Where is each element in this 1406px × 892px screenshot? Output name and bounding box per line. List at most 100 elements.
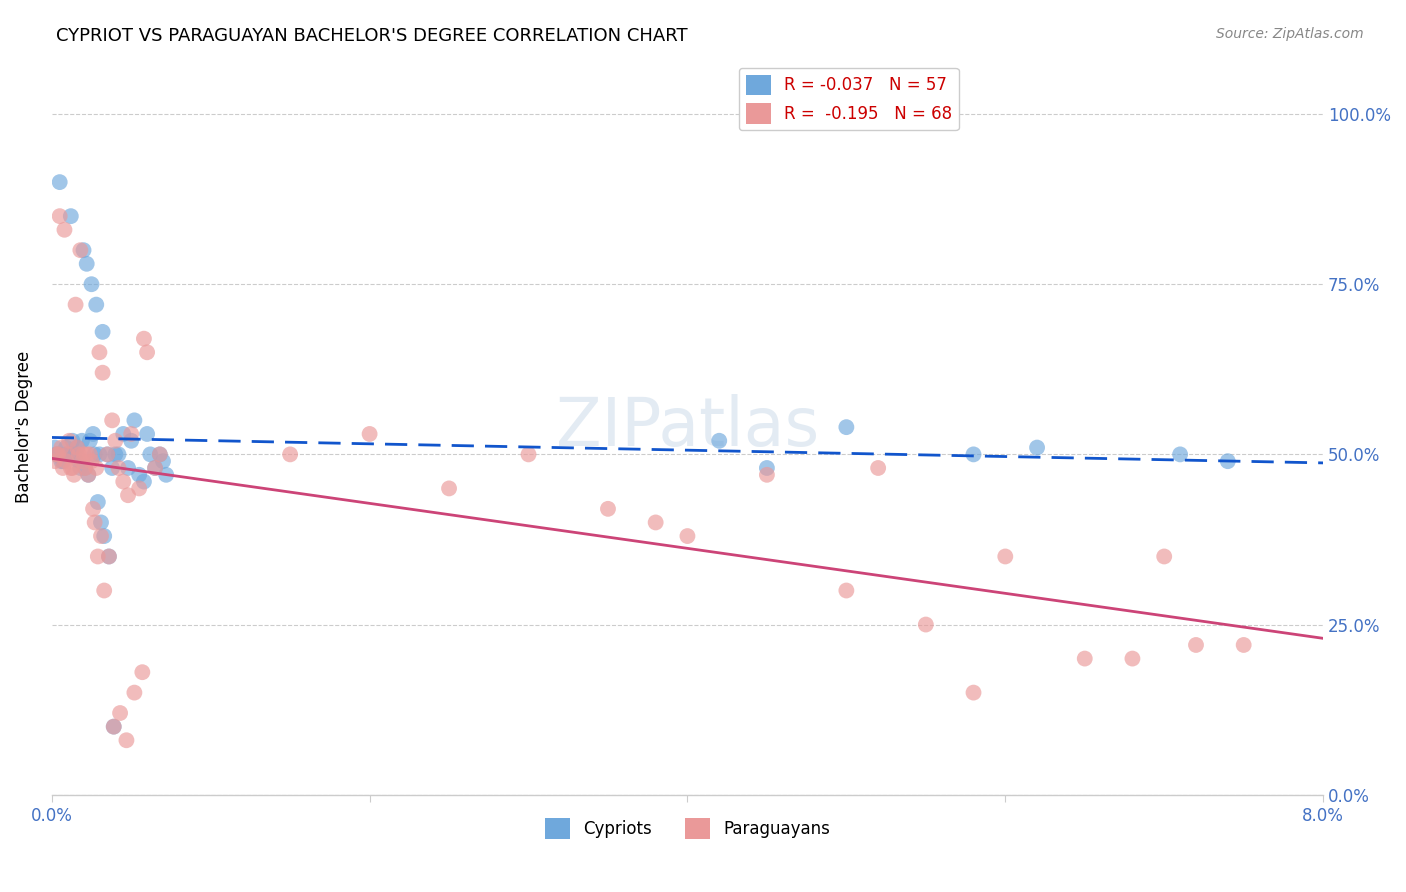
Paraguayans (128, 482, 150, 496)
Paraguayans (46, 447, 69, 461)
Paraguayans (112, 475, 135, 489)
Paraguayans (1074, 651, 1097, 665)
Paraguayans (1121, 651, 1143, 665)
Paraguayans (79, 447, 101, 461)
Cypriots (152, 454, 174, 468)
Paraguayans (82, 501, 104, 516)
Cypriots (755, 461, 778, 475)
Cypriots (139, 447, 162, 461)
Paraguayans (835, 583, 858, 598)
Paraguayans (76, 447, 98, 461)
Paraguayans (107, 461, 129, 475)
Cypriots (65, 447, 87, 461)
Cypriots (91, 325, 114, 339)
Cypriots (70, 434, 93, 448)
Cypriots (75, 461, 97, 475)
Cypriots (84, 298, 107, 312)
Paraguayans (55, 454, 77, 468)
Paraguayans (83, 516, 105, 530)
Paraguayans (149, 447, 172, 461)
Paraguayans (437, 482, 460, 496)
Paraguayans (96, 447, 118, 461)
Cypriots (46, 447, 69, 461)
Cypriots (63, 447, 86, 461)
Paraguayans (278, 447, 301, 461)
Paraguayans (75, 461, 97, 475)
Paraguayans (359, 427, 381, 442)
Paraguayans (51, 441, 73, 455)
Cypriots (66, 441, 89, 455)
Cypriots (1168, 447, 1191, 461)
Cypriots (136, 427, 159, 442)
Cypriots (107, 447, 129, 461)
Text: Source: ZipAtlas.com: Source: ZipAtlas.com (1216, 27, 1364, 41)
Paraguayans (596, 501, 619, 516)
Cypriots (962, 447, 984, 461)
Cypriots (45, 447, 67, 461)
Paraguayans (124, 685, 146, 699)
Cypriots (44, 441, 66, 455)
Cypriots (93, 529, 115, 543)
Paraguayans (77, 467, 100, 482)
Cypriots (709, 434, 731, 448)
Paraguayans (45, 447, 67, 461)
Paraguayans (108, 706, 131, 720)
Cypriots (97, 549, 120, 564)
Paraguayans (72, 447, 94, 461)
Cypriots (89, 447, 111, 461)
Cypriots (112, 427, 135, 442)
Paraguayans (84, 461, 107, 475)
Cypriots (90, 516, 112, 530)
Paraguayans (143, 461, 166, 475)
Cypriots (76, 257, 98, 271)
Cypriots (155, 467, 177, 482)
Cypriots (62, 434, 84, 448)
Cypriots (120, 434, 142, 448)
Paraguayans (65, 298, 87, 312)
Cypriots (67, 454, 90, 468)
Cypriots (58, 447, 80, 461)
Cypriots (104, 447, 127, 461)
Cypriots (132, 475, 155, 489)
Paraguayans (89, 345, 111, 359)
Cypriots (128, 467, 150, 482)
Paraguayans (1153, 549, 1175, 564)
Cypriots (82, 427, 104, 442)
Cypriots (80, 277, 103, 292)
Paraguayans (59, 461, 82, 475)
Cypriots (52, 454, 75, 468)
Paraguayans (994, 549, 1017, 564)
Cypriots (835, 420, 858, 434)
Legend: Cypriots, Paraguayans: Cypriots, Paraguayans (538, 812, 837, 846)
Paraguayans (52, 461, 75, 475)
Cypriots (51, 454, 73, 468)
Paraguayans (676, 529, 699, 543)
Paraguayans (644, 516, 666, 530)
Cypriots (1026, 441, 1049, 455)
Cypriots (101, 461, 124, 475)
Paraguayans (1185, 638, 1208, 652)
Cypriots (117, 461, 139, 475)
Paraguayans (755, 467, 778, 482)
Cypriots (149, 447, 172, 461)
Cypriots (143, 461, 166, 475)
Cypriots (77, 467, 100, 482)
Cypriots (83, 447, 105, 461)
Paraguayans (117, 488, 139, 502)
Paraguayans (56, 447, 79, 461)
Paraguayans (914, 617, 936, 632)
Cypriots (53, 447, 76, 461)
Cypriots (69, 461, 91, 475)
Cypriots (59, 209, 82, 223)
Paraguayans (48, 209, 70, 223)
Paraguayans (868, 461, 890, 475)
Paraguayans (90, 529, 112, 543)
Cypriots (124, 413, 146, 427)
Paraguayans (132, 332, 155, 346)
Cypriots (56, 447, 79, 461)
Text: ZIPatlas: ZIPatlas (555, 394, 820, 460)
Paraguayans (104, 434, 127, 448)
Paraguayans (87, 549, 110, 564)
Paraguayans (66, 441, 89, 455)
Paraguayans (58, 434, 80, 448)
